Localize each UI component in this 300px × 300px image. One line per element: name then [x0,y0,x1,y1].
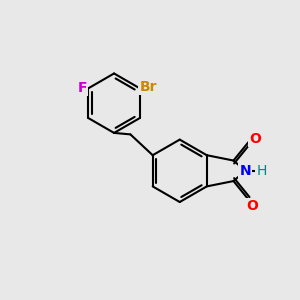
Text: H: H [256,164,267,178]
Text: O: O [246,199,258,213]
Text: N: N [240,164,251,178]
Text: Br: Br [140,80,157,94]
Text: O: O [249,132,261,146]
Text: F: F [78,81,87,95]
